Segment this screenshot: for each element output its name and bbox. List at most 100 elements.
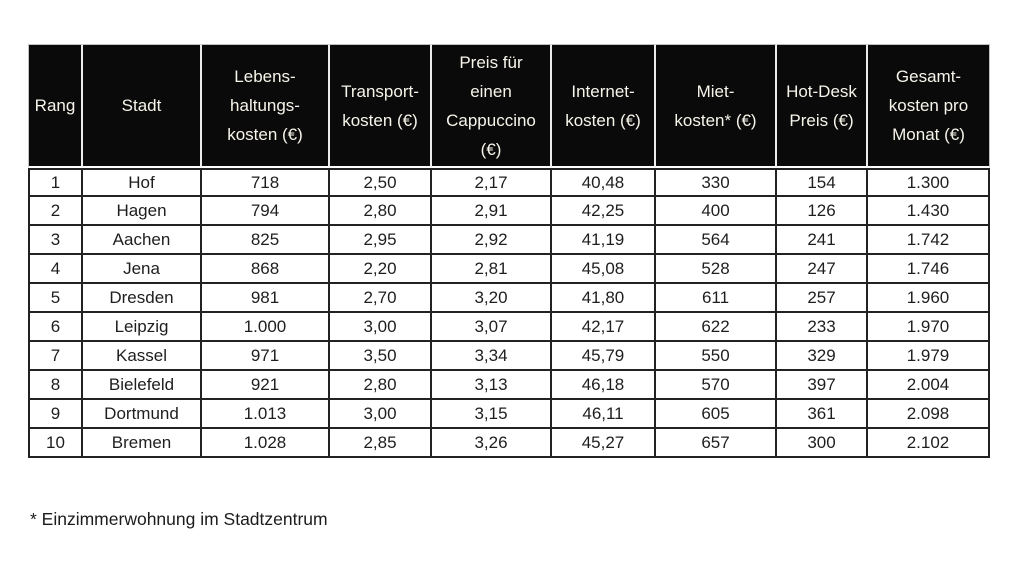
table-row: 10 Bremen 1.028 2,85 3,26 45,27 657 300 2.102 xyxy=(28,429,990,458)
cell-cappuccino-preis: 3,34 xyxy=(432,342,552,371)
cell-rang: 4 xyxy=(28,255,83,284)
cell-transportkosten: 3,00 xyxy=(330,400,432,429)
cell-internetkosten: 45,08 xyxy=(552,255,656,284)
cell-internetkosten: 45,79 xyxy=(552,342,656,371)
table-row: 3 Aachen 825 2,95 2,92 41,19 564 241 1.742 xyxy=(28,226,990,255)
cell-hotdesk-preis: 257 xyxy=(777,284,868,313)
cell-rang: 8 xyxy=(28,371,83,400)
cell-mietkosten: 622 xyxy=(656,313,777,342)
cell-cappuccino-preis: 2,91 xyxy=(432,197,552,226)
cell-cappuccino-preis: 3,26 xyxy=(432,429,552,458)
cell-hotdesk-preis: 329 xyxy=(777,342,868,371)
table-row: 9 Dortmund 1.013 3,00 3,15 46,11 605 361 2.098 xyxy=(28,400,990,429)
cell-cappuccino-preis: 2,81 xyxy=(432,255,552,284)
cell-hotdesk-preis: 361 xyxy=(777,400,868,429)
cell-stadt: Leipzig xyxy=(83,313,202,342)
table-body: 1 Hof 718 2,50 2,17 40,48 330 154 1.300 2 Hagen 794… xyxy=(28,168,990,458)
cell-stadt: Dortmund xyxy=(83,400,202,429)
table-row: 2 Hagen 794 2,80 2,91 42,25 400 126 1.430 xyxy=(28,197,990,226)
cell-mietkosten: 570 xyxy=(656,371,777,400)
cell-gesamtkosten: 2.098 xyxy=(868,400,990,429)
column-header-cappuccino-preis: Preis für einen Cappuccino (€) xyxy=(432,44,552,168)
cell-mietkosten: 528 xyxy=(656,255,777,284)
cell-transportkosten: 3,50 xyxy=(330,342,432,371)
cell-transportkosten: 2,50 xyxy=(330,168,432,197)
cell-rang: 3 xyxy=(28,226,83,255)
cell-gesamtkosten: 1.979 xyxy=(868,342,990,371)
cell-cappuccino-preis: 3,07 xyxy=(432,313,552,342)
cell-stadt: Kassel xyxy=(83,342,202,371)
cell-rang: 6 xyxy=(28,313,83,342)
cell-internetkosten: 45,27 xyxy=(552,429,656,458)
cell-lebenshaltungskosten: 1.028 xyxy=(202,429,330,458)
column-header-gesamtkosten: Gesamt- kosten pro Monat (€) xyxy=(868,44,990,168)
cell-lebenshaltungskosten: 921 xyxy=(202,371,330,400)
cell-mietkosten: 330 xyxy=(656,168,777,197)
cell-mietkosten: 564 xyxy=(656,226,777,255)
cell-lebenshaltungskosten: 825 xyxy=(202,226,330,255)
column-header-stadt: Stadt xyxy=(83,44,202,168)
column-header-internetkosten: Internet- kosten (€) xyxy=(552,44,656,168)
cell-lebenshaltungskosten: 794 xyxy=(202,197,330,226)
cell-gesamtkosten: 1.742 xyxy=(868,226,990,255)
cell-stadt: Aachen xyxy=(83,226,202,255)
cell-mietkosten: 400 xyxy=(656,197,777,226)
cell-lebenshaltungskosten: 1.013 xyxy=(202,400,330,429)
cell-rang: 2 xyxy=(28,197,83,226)
cell-internetkosten: 41,80 xyxy=(552,284,656,313)
cell-lebenshaltungskosten: 718 xyxy=(202,168,330,197)
table-row: 4 Jena 868 2,20 2,81 45,08 528 247 1.746 xyxy=(28,255,990,284)
header-row: Rang Stadt Lebens- haltungs- kosten (€) Tra… xyxy=(28,44,990,168)
cell-rang: 1 xyxy=(28,168,83,197)
footnote: * Einzimmerwohnung im Stadtzentrum xyxy=(30,509,328,529)
cell-internetkosten: 46,18 xyxy=(552,371,656,400)
cell-rang: 10 xyxy=(28,429,83,458)
cell-gesamtkosten: 2.004 xyxy=(868,371,990,400)
cell-transportkosten: 2,80 xyxy=(330,371,432,400)
cell-gesamtkosten: 1.746 xyxy=(868,255,990,284)
cell-internetkosten: 41,19 xyxy=(552,226,656,255)
cell-hotdesk-preis: 247 xyxy=(777,255,868,284)
cell-gesamtkosten: 1.430 xyxy=(868,197,990,226)
cell-stadt: Dresden xyxy=(83,284,202,313)
cell-hotdesk-preis: 241 xyxy=(777,226,868,255)
cell-internetkosten: 46,11 xyxy=(552,400,656,429)
cell-cappuccino-preis: 3,13 xyxy=(432,371,552,400)
cell-mietkosten: 550 xyxy=(656,342,777,371)
cell-rang: 9 xyxy=(28,400,83,429)
table-row: 8 Bielefeld 921 2,80 3,13 46,18 570 397 2.004 xyxy=(28,371,990,400)
city-cost-table: Rang Stadt Lebens- haltungs- kosten (€) Tra… xyxy=(28,44,990,458)
cell-internetkosten: 42,25 xyxy=(552,197,656,226)
cell-transportkosten: 2,70 xyxy=(330,284,432,313)
column-header-rang: Rang xyxy=(28,44,83,168)
cell-mietkosten: 657 xyxy=(656,429,777,458)
cell-cappuccino-preis: 2,17 xyxy=(432,168,552,197)
cell-mietkosten: 605 xyxy=(656,400,777,429)
cell-transportkosten: 2,95 xyxy=(330,226,432,255)
cell-stadt: Jena xyxy=(83,255,202,284)
cell-lebenshaltungskosten: 971 xyxy=(202,342,330,371)
cell-cappuccino-preis: 3,20 xyxy=(432,284,552,313)
cell-cappuccino-preis: 3,15 xyxy=(432,400,552,429)
cell-gesamtkosten: 1.960 xyxy=(868,284,990,313)
column-header-mietkosten: Miet- kosten* (€) xyxy=(656,44,777,168)
cell-lebenshaltungskosten: 981 xyxy=(202,284,330,313)
table-header: Rang Stadt Lebens- haltungs- kosten (€) Tra… xyxy=(28,44,990,168)
table-row: 1 Hof 718 2,50 2,17 40,48 330 154 1.300 xyxy=(28,168,990,197)
cell-mietkosten: 611 xyxy=(656,284,777,313)
table-row: 7 Kassel 971 3,50 3,34 45,79 550 329 1.979 xyxy=(28,342,990,371)
cell-gesamtkosten: 1.970 xyxy=(868,313,990,342)
cell-internetkosten: 40,48 xyxy=(552,168,656,197)
cell-stadt: Hagen xyxy=(83,197,202,226)
cell-stadt: Bielefeld xyxy=(83,371,202,400)
cell-cappuccino-preis: 2,92 xyxy=(432,226,552,255)
cell-gesamtkosten: 2.102 xyxy=(868,429,990,458)
cell-hotdesk-preis: 154 xyxy=(777,168,868,197)
cell-stadt: Bremen xyxy=(83,429,202,458)
cell-lebenshaltungskosten: 868 xyxy=(202,255,330,284)
cell-rang: 7 xyxy=(28,342,83,371)
cell-hotdesk-preis: 233 xyxy=(777,313,868,342)
cell-hotdesk-preis: 397 xyxy=(777,371,868,400)
cell-internetkosten: 42,17 xyxy=(552,313,656,342)
cell-hotdesk-preis: 300 xyxy=(777,429,868,458)
